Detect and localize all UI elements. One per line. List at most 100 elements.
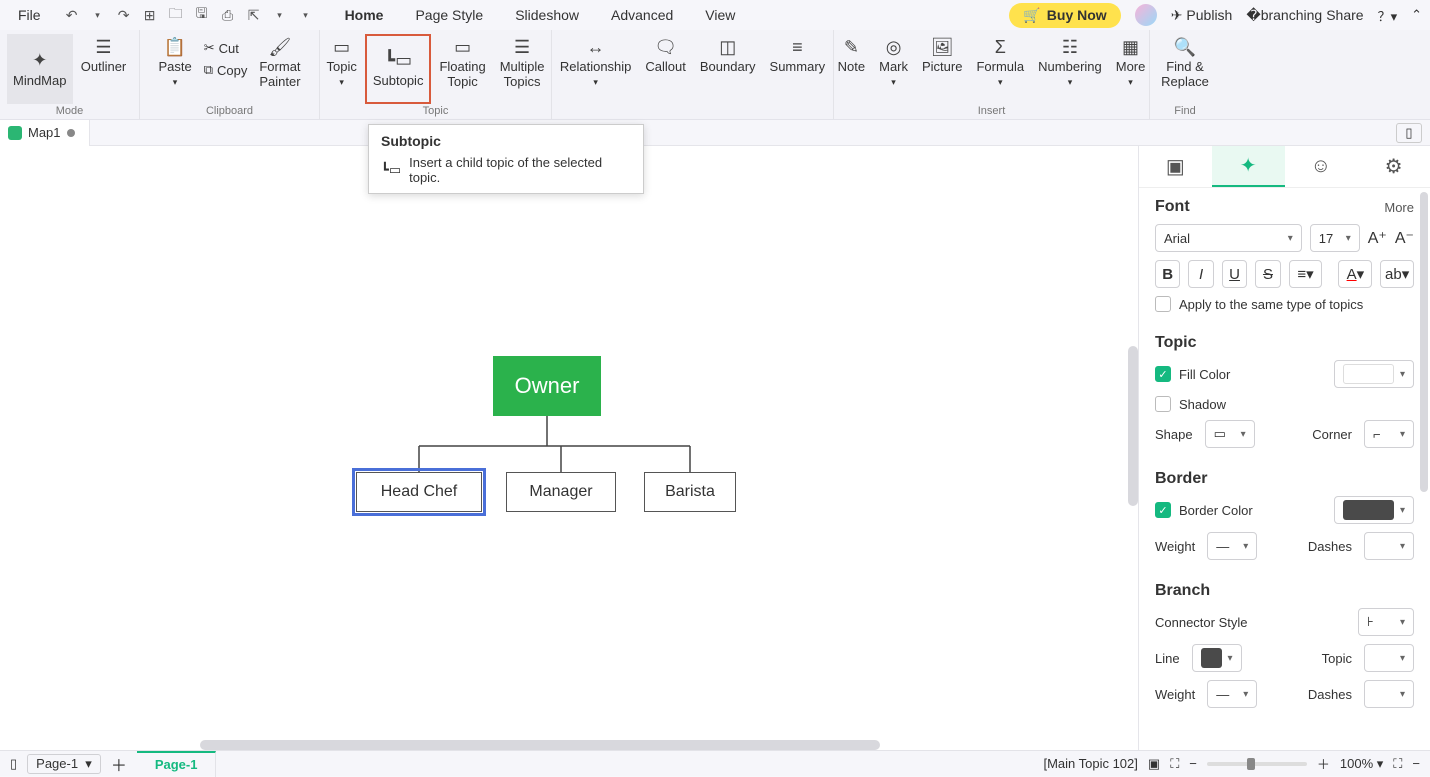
tab-home[interactable]: Home bbox=[339, 3, 390, 27]
branch-topic-select[interactable]: ▾ bbox=[1364, 644, 1414, 672]
undo-dropdown-icon[interactable]: ▾ bbox=[89, 6, 107, 24]
relationship-button[interactable]: ↔Relationship▾ bbox=[554, 34, 638, 89]
font-size-select[interactable]: 17▾ bbox=[1310, 224, 1360, 252]
branch-topic-label: Topic bbox=[1322, 651, 1352, 666]
panel-scrollbar[interactable] bbox=[1420, 192, 1428, 492]
zoom-value[interactable]: 100% ▾ bbox=[1340, 756, 1383, 772]
underline-button[interactable]: U bbox=[1222, 260, 1247, 288]
formula-button[interactable]: ΣFormula▾ bbox=[970, 34, 1030, 89]
multiple-topics-button[interactable]: ☰Multiple Topics bbox=[494, 34, 551, 92]
branch-weight-select[interactable]: —▾ bbox=[1207, 680, 1257, 708]
bordercolor-swatch[interactable]: ▾ bbox=[1334, 496, 1414, 524]
outliner-button[interactable]: ☰Outliner bbox=[75, 34, 133, 77]
callout-button[interactable]: 🗨Callout bbox=[639, 34, 691, 77]
connstyle-select[interactable]: ⊦▾ bbox=[1358, 608, 1414, 636]
open-icon[interactable]: 🗀 bbox=[167, 6, 185, 24]
presentation-icon[interactable]: ▣ bbox=[1148, 756, 1160, 772]
more-button[interactable]: ▦More▾ bbox=[1110, 34, 1152, 89]
border-weight-select[interactable]: —▾ bbox=[1207, 532, 1257, 560]
branch-line-select[interactable]: ▾ bbox=[1192, 644, 1242, 672]
tab-slideshow[interactable]: Slideshow bbox=[509, 3, 585, 27]
print-icon[interactable]: ⎙ bbox=[219, 6, 237, 24]
tab-page-style[interactable]: Page Style bbox=[409, 3, 489, 27]
numbering-button[interactable]: ☷Numbering▾ bbox=[1032, 34, 1108, 89]
panel-tab-style[interactable]: ✦ bbox=[1212, 146, 1285, 187]
fullscreen-icon[interactable]: ⛶ bbox=[1393, 756, 1402, 772]
page-tab-1[interactable]: Page-1 bbox=[137, 751, 217, 777]
tab-view[interactable]: View bbox=[699, 3, 741, 27]
node-head-chef[interactable]: Head Chef bbox=[356, 472, 482, 512]
floating-topic-button[interactable]: ▭Floating Topic bbox=[433, 34, 491, 92]
fillcolor-swatch[interactable]: ▾ bbox=[1334, 360, 1414, 388]
page-nav[interactable]: Page-1 ▾ bbox=[27, 754, 101, 774]
help-icon[interactable]: ？▾ bbox=[1378, 6, 1398, 25]
export-icon[interactable]: ⇱ bbox=[245, 6, 263, 24]
publish-button[interactable]: ✈Publish bbox=[1171, 7, 1233, 24]
add-page-icon[interactable]: ＋ bbox=[111, 752, 127, 776]
subtopic-button[interactable]: ┗▭Subtopic bbox=[365, 34, 432, 104]
branch-line-label: Line bbox=[1155, 651, 1180, 666]
font-more-link[interactable]: More bbox=[1384, 200, 1414, 215]
font-grow-icon[interactable]: A⁺ bbox=[1368, 228, 1387, 248]
node-barista[interactable]: Barista bbox=[644, 472, 736, 512]
redo-icon[interactable]: ↷ bbox=[115, 6, 133, 24]
node-owner[interactable]: Owner bbox=[493, 356, 601, 416]
panel-tab-icon[interactable]: ☺ bbox=[1285, 146, 1358, 187]
canvas-area[interactable]: Owner Head Chef Manager Barista bbox=[0, 146, 1138, 750]
paste-button[interactable]: 📋Paste▾ bbox=[152, 34, 197, 89]
ribbon: ✦MindMap ☰Outliner Mode 📋Paste▾ ✂Cut ⧉Co… bbox=[0, 30, 1430, 120]
note-button[interactable]: ✎Note bbox=[832, 34, 871, 77]
qat-more-icon[interactable]: ▾ bbox=[297, 6, 315, 24]
user-avatar[interactable] bbox=[1135, 4, 1157, 26]
italic-button[interactable]: I bbox=[1188, 260, 1213, 288]
zoom-in-icon[interactable]: ＋ bbox=[1317, 754, 1330, 773]
bold-button[interactable]: B bbox=[1155, 260, 1180, 288]
fit-icon[interactable]: ⛶ bbox=[1170, 756, 1179, 772]
mindmap-button[interactable]: ✦MindMap bbox=[7, 34, 73, 104]
format-painter-button[interactable]: 🖌Format Painter bbox=[253, 34, 306, 92]
corner-select[interactable]: ⌐▾ bbox=[1364, 420, 1414, 448]
shape-select[interactable]: ▭▾ bbox=[1205, 420, 1255, 448]
node-manager[interactable]: Manager bbox=[506, 472, 616, 512]
mark-button[interactable]: ◎Mark▾ bbox=[873, 34, 914, 89]
shadow-checkbox[interactable] bbox=[1155, 396, 1171, 412]
zoom-slider[interactable] bbox=[1207, 762, 1307, 766]
export-dropdown-icon[interactable]: ▾ bbox=[271, 6, 289, 24]
boundary-button[interactable]: ◫Boundary bbox=[694, 34, 762, 77]
border-dashes-select[interactable]: ▾ bbox=[1364, 532, 1414, 560]
save-icon[interactable]: 🖫 bbox=[193, 6, 211, 24]
outline-toggle-icon[interactable]: ▯ bbox=[10, 756, 17, 772]
font-color-button[interactable]: A▾ bbox=[1338, 260, 1372, 288]
branch-dashes-select[interactable]: ▾ bbox=[1364, 680, 1414, 708]
tab-advanced[interactable]: Advanced bbox=[605, 3, 679, 27]
summary-button[interactable]: ≡Summary bbox=[764, 34, 832, 77]
panel-tab-layout[interactable]: ▣ bbox=[1139, 146, 1212, 187]
panel-toggle-button[interactable]: ▯ bbox=[1396, 123, 1422, 143]
share-button[interactable]: �branchingShare bbox=[1246, 7, 1363, 24]
minimize-icon[interactable]: − bbox=[1412, 756, 1420, 771]
find-icon: 🔍 bbox=[1174, 36, 1196, 58]
cut-button[interactable]: ✂Cut bbox=[200, 38, 252, 58]
picture-button[interactable]: 🖼Picture bbox=[916, 34, 968, 77]
align-button[interactable]: ≡▾ bbox=[1289, 260, 1323, 288]
apply-same-checkbox[interactable] bbox=[1155, 296, 1171, 312]
font-shrink-icon[interactable]: A⁻ bbox=[1395, 228, 1414, 248]
horizontal-scrollbar[interactable] bbox=[200, 740, 880, 750]
fillcolor-checkbox[interactable]: ✓ bbox=[1155, 366, 1171, 382]
find-replace-button[interactable]: 🔍Find & Replace bbox=[1155, 34, 1215, 92]
copy-button[interactable]: ⧉Copy bbox=[200, 60, 252, 80]
buy-now-button[interactable]: 🛒Buy Now bbox=[1009, 3, 1120, 28]
font-family-select[interactable]: Arial▾ bbox=[1155, 224, 1302, 252]
case-button[interactable]: ab▾ bbox=[1380, 260, 1414, 288]
menu-file[interactable]: File bbox=[8, 3, 51, 27]
zoom-out-icon[interactable]: − bbox=[1189, 756, 1197, 771]
undo-icon[interactable]: ↶ bbox=[63, 6, 81, 24]
bordercolor-checkbox[interactable]: ✓ bbox=[1155, 502, 1171, 518]
topic-button[interactable]: ▭Topic▾ bbox=[321, 34, 363, 89]
document-tab[interactable]: Map1 bbox=[0, 120, 90, 146]
vertical-scrollbar[interactable] bbox=[1128, 346, 1138, 506]
collapse-ribbon-icon[interactable]: ⌃ bbox=[1411, 7, 1422, 23]
strike-button[interactable]: S bbox=[1255, 260, 1280, 288]
panel-tab-settings[interactable]: ⚙ bbox=[1357, 146, 1430, 187]
new-icon[interactable]: ⊞ bbox=[141, 6, 159, 24]
